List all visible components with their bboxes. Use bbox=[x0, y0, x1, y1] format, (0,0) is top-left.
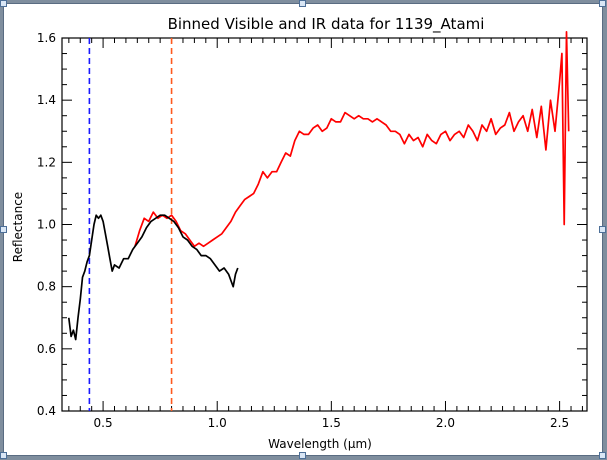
series-ir-line bbox=[134, 30, 570, 248]
resize-handle-bottom[interactable] bbox=[299, 452, 306, 459]
plot-area: 0.4 0.6 0.8 1.0 1.2 1.4 1.6 0.5 1.0 1.5 2.0 2.5 bbox=[37, 30, 588, 430]
y-tick-label: 1.6 bbox=[37, 31, 56, 45]
y-tick-label: 0.6 bbox=[37, 342, 56, 356]
y-tick-label: 0.8 bbox=[37, 280, 56, 294]
resize-handle-bottom-left[interactable] bbox=[0, 452, 7, 459]
y-tick-label: 0.4 bbox=[37, 404, 56, 418]
resize-handle-left[interactable] bbox=[0, 226, 7, 233]
x-axis-label: Wavelength (μm) bbox=[268, 437, 372, 451]
resize-handle-top-right[interactable] bbox=[599, 0, 606, 7]
x-tick-label: 1.5 bbox=[322, 416, 341, 430]
series-visible-line bbox=[67, 214, 239, 341]
y-axis-label: Reflectance bbox=[11, 192, 25, 262]
resize-handle-bottom-right[interactable] bbox=[599, 452, 606, 459]
x-tick-label: 0.5 bbox=[94, 416, 113, 430]
resize-handle-top[interactable] bbox=[299, 0, 306, 7]
x-tick-label: 1.0 bbox=[208, 416, 227, 430]
y-tick-label: 1.2 bbox=[37, 155, 56, 169]
axes-frame bbox=[61, 37, 588, 412]
resize-handle-right[interactable] bbox=[599, 226, 606, 233]
x-tick-label: 2.5 bbox=[550, 416, 569, 430]
plot-window bbox=[3, 3, 603, 456]
y-tick-label: 1.4 bbox=[37, 93, 56, 107]
x-tick-label: 2.0 bbox=[436, 416, 455, 430]
resize-handle-top-left[interactable] bbox=[0, 0, 7, 7]
y-tick-label: 1.0 bbox=[37, 218, 56, 232]
chart-title: Binned Visible and IR data for 1139_Atam… bbox=[168, 15, 485, 34]
